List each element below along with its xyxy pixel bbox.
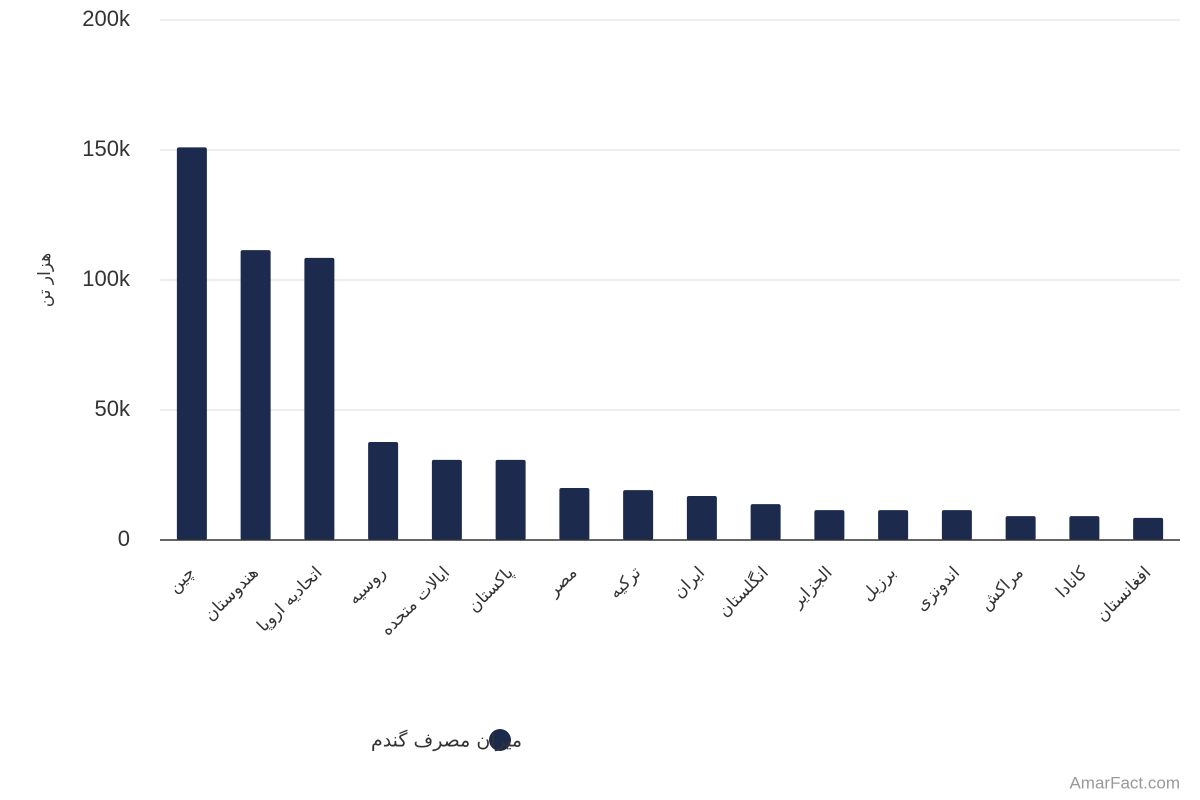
x-tick-label: ترکیه bbox=[605, 563, 645, 603]
bar bbox=[941, 510, 972, 540]
legend-label: میزان مصرف گندم bbox=[371, 729, 522, 752]
bar bbox=[878, 510, 909, 540]
bar bbox=[750, 504, 781, 540]
bar bbox=[431, 459, 462, 540]
bar bbox=[495, 459, 526, 540]
x-tick-label: مصر bbox=[543, 563, 581, 601]
bar bbox=[240, 250, 271, 540]
y-tick-label: 0 bbox=[118, 526, 130, 551]
bar bbox=[686, 496, 717, 540]
bar bbox=[1133, 517, 1164, 540]
x-tick-label: هندوستان bbox=[200, 563, 262, 625]
x-tick-label: اندونزی bbox=[912, 563, 964, 615]
bar bbox=[1069, 516, 1100, 540]
legend-swatch bbox=[489, 729, 511, 751]
y-tick-label: 50k bbox=[95, 396, 131, 421]
bar bbox=[623, 490, 654, 540]
bar bbox=[1005, 516, 1036, 540]
x-tick-label: چین bbox=[165, 563, 199, 597]
x-tick-label: مراکش bbox=[976, 563, 1028, 615]
x-tick-label: ایران bbox=[669, 563, 709, 603]
bar bbox=[304, 257, 335, 540]
bar bbox=[368, 441, 399, 540]
bar bbox=[814, 510, 845, 540]
y-tick-label: 150k bbox=[82, 136, 131, 161]
watermark: AmarFact.com bbox=[1069, 773, 1180, 792]
x-tick-label: الجزایر bbox=[787, 563, 837, 613]
bar bbox=[176, 147, 207, 540]
y-tick-label: 100k bbox=[82, 266, 131, 291]
y-tick-label: 200k bbox=[82, 6, 131, 31]
x-tick-label: پاکستان bbox=[464, 563, 518, 617]
x-tick-label: برزیل bbox=[858, 563, 900, 605]
x-tick-label: روسیه bbox=[344, 563, 390, 609]
x-tick-label: کانادا bbox=[1052, 562, 1092, 602]
x-tick-label: افغانستان bbox=[1092, 563, 1155, 626]
x-tick-label: انگلستان bbox=[714, 562, 773, 621]
x-tick-label: ایالات متحده bbox=[377, 563, 454, 640]
x-tick-label: اتحادیه اروپا bbox=[253, 563, 326, 636]
y-axis-label: هزار تن bbox=[35, 253, 55, 307]
bar bbox=[559, 488, 590, 540]
